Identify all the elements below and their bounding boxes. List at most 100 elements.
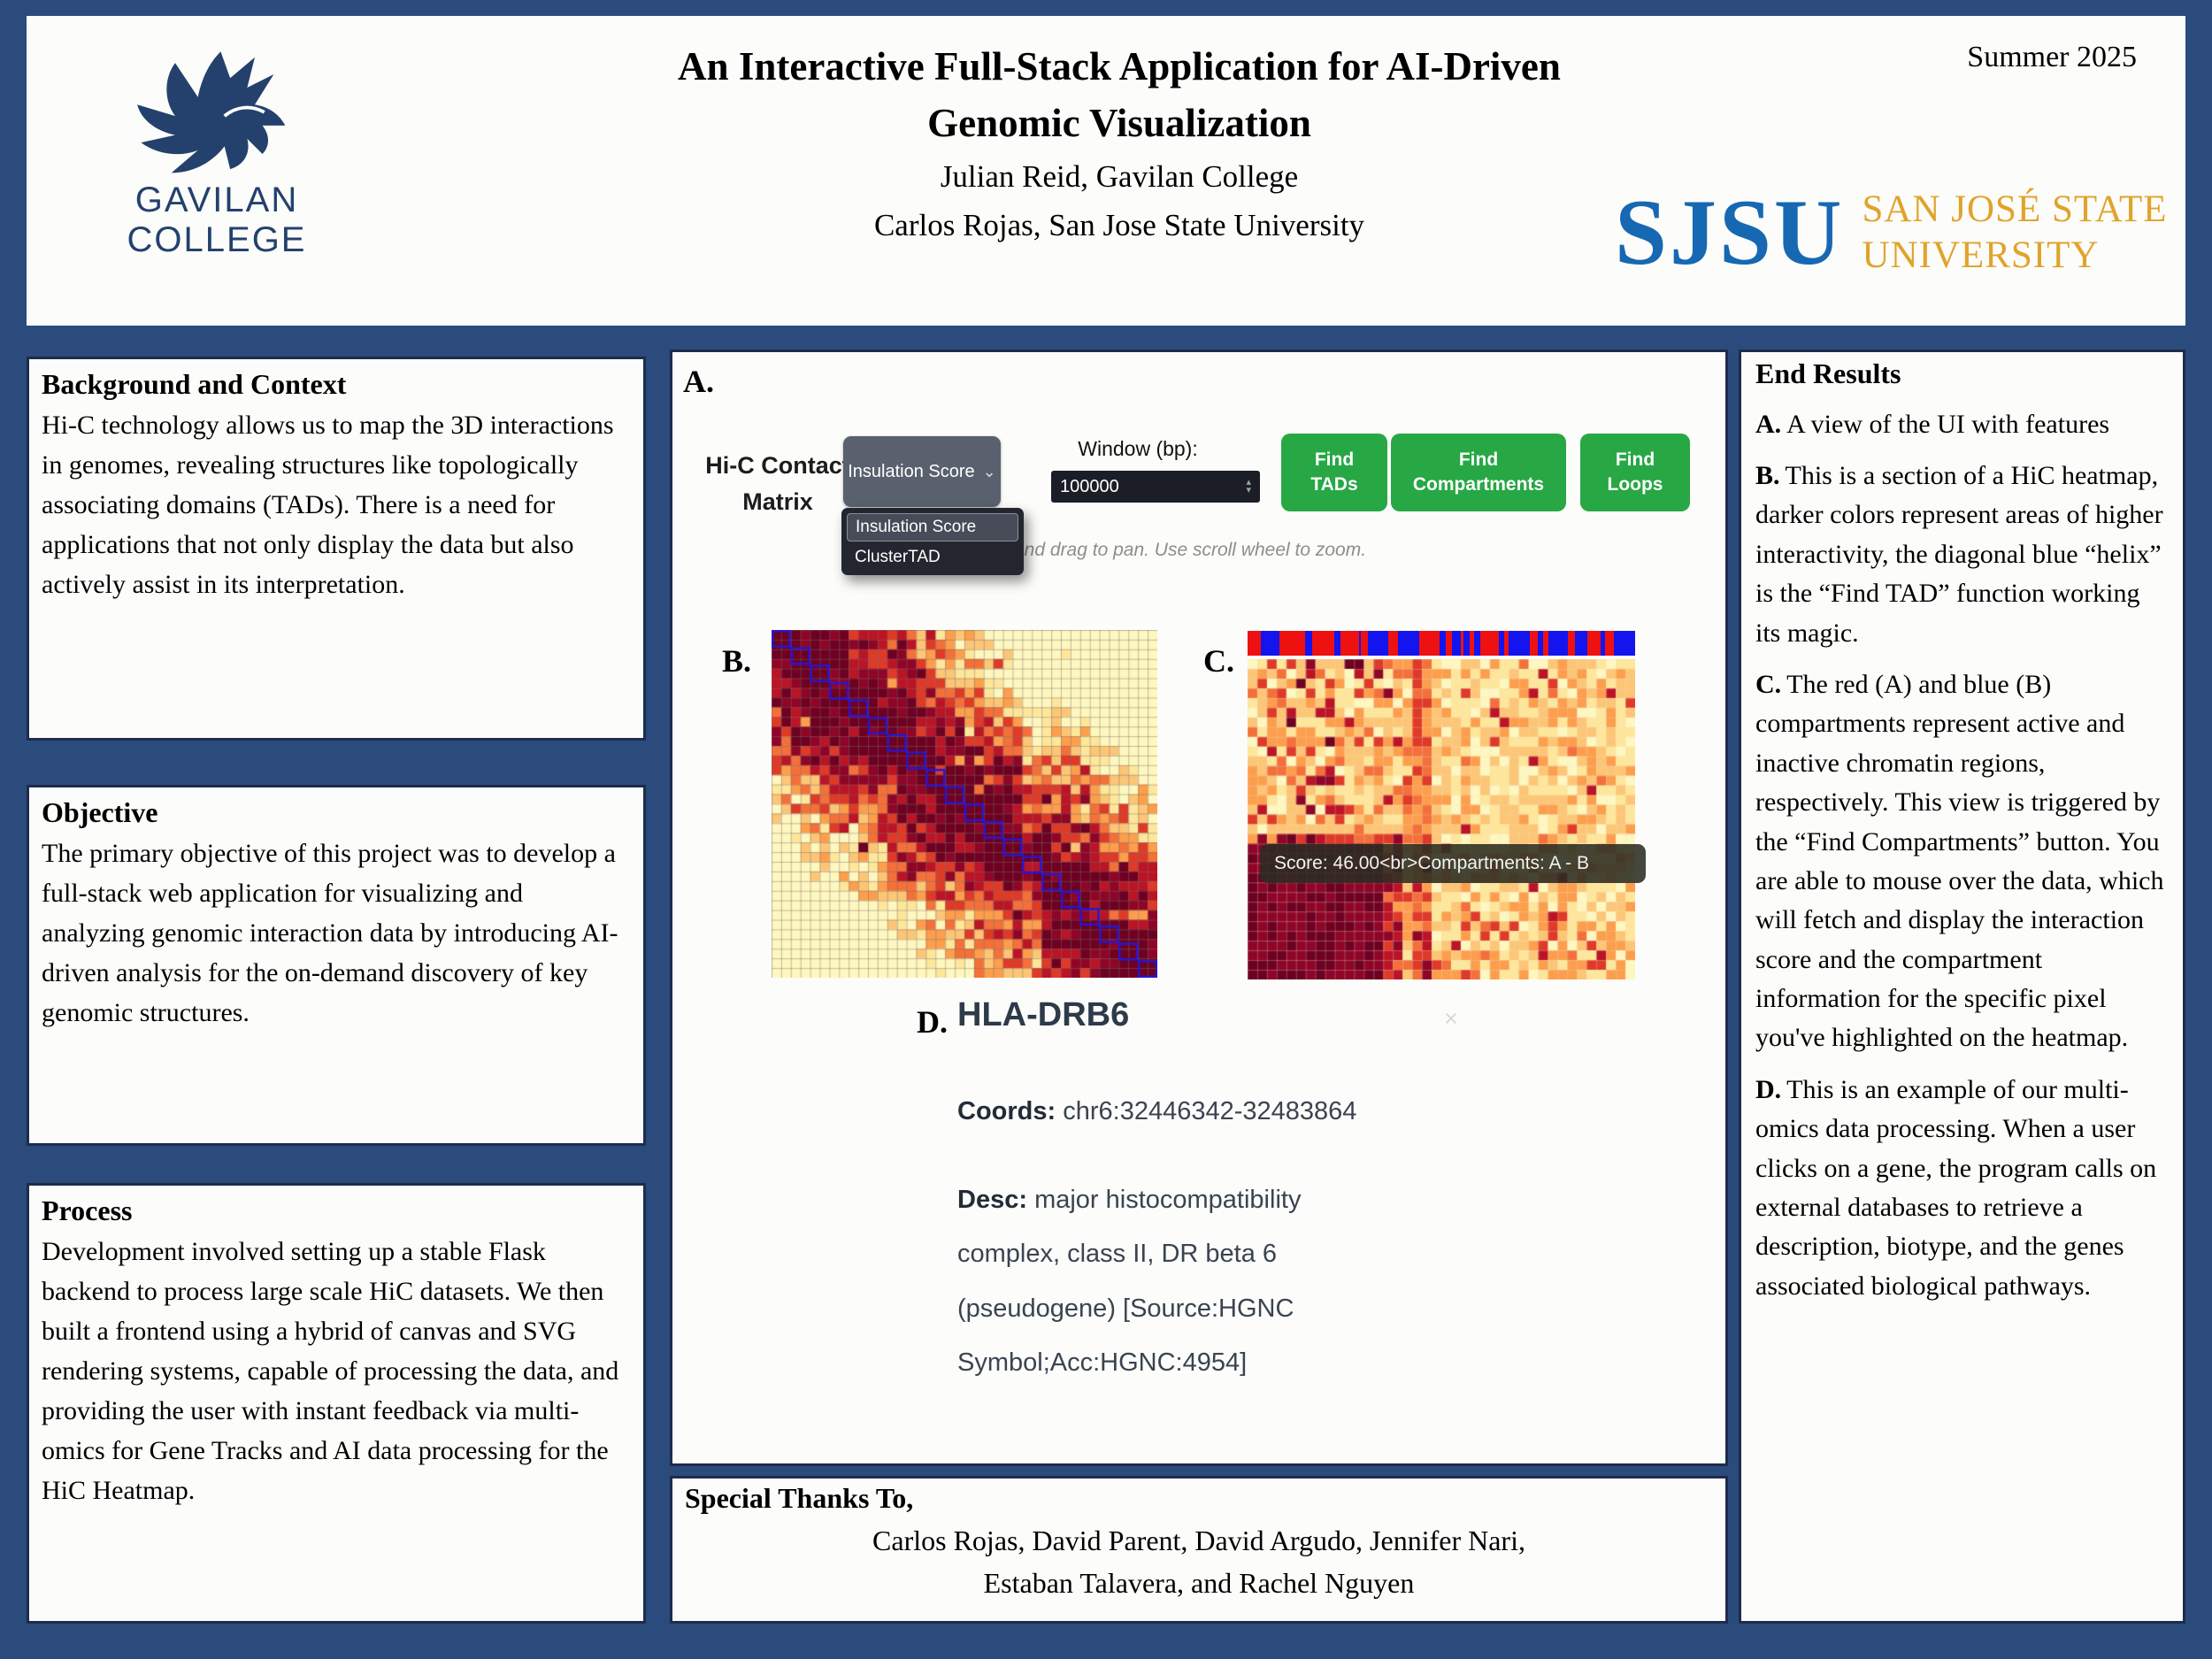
end-results-section: End Results A. A view of the UI with feat… xyxy=(1739,349,2185,1624)
window-bp-input[interactable]: 100000 ▴ ▾ xyxy=(1051,471,1260,503)
compartment-a-segment xyxy=(1248,631,1262,656)
gene-description: Desc: major histocompatibility complex, … xyxy=(957,1173,1382,1391)
compartment-a-segment xyxy=(1312,631,1335,656)
end-results-heading: End Results xyxy=(1755,357,1901,389)
compartment-a-segment xyxy=(1387,631,1398,656)
compartment-a-segment xyxy=(1480,631,1499,656)
compartment-b-segment xyxy=(1440,631,1447,656)
compartment-a-segment xyxy=(1504,631,1509,656)
number-stepper[interactable]: ▴ ▾ xyxy=(1246,476,1251,495)
gene-coords-value: chr6:32446342-32483864 xyxy=(1063,1097,1357,1125)
end-results-item-d-label: D. xyxy=(1755,1074,1782,1104)
dropdown-option-insulation-score[interactable]: Insulation Score xyxy=(847,513,1018,541)
compartment-b-segment xyxy=(1600,631,1606,656)
special-thanks-section: Special Thanks To, Carlos Rojas, David P… xyxy=(670,1476,1728,1624)
close-icon[interactable]: × xyxy=(1444,1005,1458,1032)
figure-c-label: C. xyxy=(1203,643,1234,679)
author-line1: Julian Reid, Gavilan College xyxy=(940,158,1299,194)
compartment-b-segment xyxy=(1537,631,1544,656)
poster-title-line1: An Interactive Full-Stack Application fo… xyxy=(678,44,1561,88)
end-results-item-a-label: A. xyxy=(1755,409,1782,439)
special-thanks-line1: Carlos Rojas, David Parent, David Argudo… xyxy=(872,1525,1525,1556)
figure-a-label: A. xyxy=(683,364,714,399)
end-results-item-c: C. The red (A) and blue (B) compartments … xyxy=(1755,665,2169,1058)
chevron-down-icon: ⌄ xyxy=(982,462,996,480)
compartment-a-segment xyxy=(1586,631,1601,656)
analysis-method-dropdown-value: Insulation Score xyxy=(848,461,975,481)
analysis-method-dropdown[interactable]: Insulation Score ⌄ xyxy=(843,436,1001,507)
end-results-item-b-label: B. xyxy=(1755,460,1780,490)
find-loops-button-line1: Find xyxy=(1615,449,1655,470)
pan-zoom-hint: and drag to pan. Use scroll wheel to zoo… xyxy=(1014,540,1367,560)
sjsu-logo: SJSU SAN JOSÉ STATE UNIVERSITY xyxy=(1615,186,2168,280)
compartment-b-segment xyxy=(1367,631,1388,656)
end-results-item-b-text: This is a section of a HiC heatmap, dark… xyxy=(1755,460,2163,648)
compartment-a-segment xyxy=(1340,631,1359,656)
hic-contact-matrix-label-line1: Hi-C Contact xyxy=(705,452,850,479)
stepper-down-icon[interactable]: ▾ xyxy=(1246,485,1251,495)
analysis-method-dropdown-menu: Insulation Score ClusterTAD xyxy=(841,508,1024,575)
hic-contact-matrix-label: Hi-C Contact Matrix xyxy=(672,448,883,519)
find-loops-button-line2: Loops xyxy=(1607,474,1663,495)
compartment-b-segment xyxy=(1261,631,1279,656)
compartment-b-segment xyxy=(1451,631,1462,656)
compartment-b-segment xyxy=(1358,631,1362,656)
background-heading: Background and Context xyxy=(42,368,347,400)
header-panel: GAVILAN COLLEGE An Interactive Full-Stac… xyxy=(27,16,2185,326)
dropdown-option-clustertad[interactable]: ClusterTAD xyxy=(855,548,941,566)
objective-section: Objective The primary objective of this … xyxy=(27,785,646,1146)
compartment-a-segment xyxy=(1543,631,1548,656)
hic-contact-matrix-label-line2: Matrix xyxy=(742,488,813,515)
compartment-a-segment xyxy=(1567,631,1576,656)
special-thanks-heading: Special Thanks To, xyxy=(685,1482,914,1514)
gene-coords-label: Coords: xyxy=(957,1097,1056,1125)
find-tads-button[interactable]: Find TADs xyxy=(1281,434,1387,511)
window-bp-value: 100000 xyxy=(1060,476,1119,496)
gavilan-eagle-icon xyxy=(137,51,286,173)
figure-d-label: D. xyxy=(917,1004,948,1040)
figure-b-label: B. xyxy=(722,643,752,679)
poster-title-line2: Genomic Visualization xyxy=(927,100,1311,145)
compartment-b-segment xyxy=(1474,631,1481,656)
find-tads-button-line2: TADs xyxy=(1310,474,1358,495)
find-tads-button-line1: Find xyxy=(1314,449,1355,470)
sjsu-name-line1: SAN JOSÉ STATE xyxy=(1862,188,2168,230)
compartment-b-segment xyxy=(1548,631,1568,656)
compartment-a-segment xyxy=(1470,631,1475,656)
compartment-a-segment xyxy=(1279,631,1305,656)
author-line2: Carlos Rojas, San Jose State University xyxy=(873,208,1365,243)
find-compartments-button[interactable]: Find Compartments xyxy=(1391,434,1566,511)
background-section: Background and Context Hi-C technology a… xyxy=(27,357,646,741)
background-body: Hi-C technology allows us to map the 3D … xyxy=(42,410,614,599)
compartment-a-segment xyxy=(1361,631,1368,656)
gavilan-wordmark-line1: GAVILAN xyxy=(134,180,299,219)
end-results-item-d-text: This is an example of our multi-omics da… xyxy=(1755,1074,2157,1301)
compartment-b-segment xyxy=(1397,631,1419,656)
gene-desc-label: Desc: xyxy=(957,1186,1027,1214)
window-bp-label: Window (bp): xyxy=(1078,437,1198,460)
gene-coords: Coords: chr6:32446342-32483864 xyxy=(957,1097,1356,1126)
hic-heatmap-tads[interactable] xyxy=(772,630,1157,978)
figures-panel: A. Hi-C Contact Matrix Insulation Score … xyxy=(670,349,1728,1466)
heatmap-tooltip-text: Score: 46.00<br>Compartments: A - B xyxy=(1274,853,1590,873)
objective-heading: Objective xyxy=(42,796,158,828)
end-results-item-a: A. A view of the UI with features xyxy=(1755,405,2169,444)
stepper-up-icon[interactable]: ▴ xyxy=(1246,476,1251,488)
compartment-b-segment xyxy=(1304,631,1312,656)
hic-heatmap-compartments[interactable] xyxy=(1248,659,1635,979)
sjsu-name-line2: UNIVERSITY xyxy=(1862,234,2100,276)
end-results-item-a-text: A view of the UI with features xyxy=(1786,409,2110,439)
compartment-a-segment xyxy=(1446,631,1452,656)
compartment-b-segment xyxy=(1334,631,1341,656)
compartment-b-segment xyxy=(1463,631,1471,656)
compartment-b-segment xyxy=(1509,631,1531,656)
gene-desc-value: major histocompatibility complex, class … xyxy=(957,1186,1302,1378)
compartment-a-segment xyxy=(1461,631,1463,656)
gavilan-logo: GAVILAN COLLEGE xyxy=(88,48,345,260)
find-loops-button[interactable]: Find Loops xyxy=(1580,434,1690,511)
sjsu-acronym: SJSU xyxy=(1615,180,1845,284)
compartment-a-segment xyxy=(1530,631,1538,656)
find-compartments-button-line1: Find xyxy=(1458,449,1499,470)
gene-name: HLA-DRB6 xyxy=(957,996,1130,1033)
